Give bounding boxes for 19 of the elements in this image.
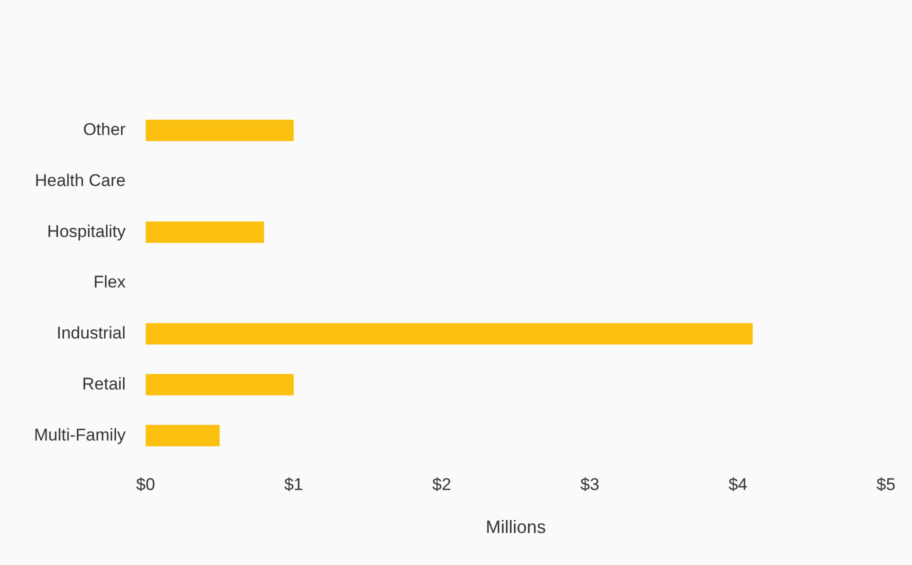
x-tick-label: $4: [728, 474, 748, 494]
y-tick-label: Flex: [93, 272, 126, 292]
x-tick-label: $5: [876, 474, 896, 494]
bar: [146, 323, 753, 345]
bar: [146, 424, 220, 446]
x-tick-label: $0: [136, 474, 156, 494]
bar: [146, 120, 294, 142]
y-tick-label: Hospitality: [47, 222, 126, 241]
x-tick-label: $3: [580, 474, 600, 494]
y-tick-label: Industrial: [56, 324, 126, 343]
y-tick-label: Other: [83, 120, 126, 140]
x-tick-label: $1: [284, 474, 304, 494]
x-axis-title: Millions: [486, 517, 546, 538]
y-tick-label: Multi-Family: [34, 425, 126, 444]
y-tick-label: Health Care: [34, 170, 126, 190]
x-tick-label: $2: [432, 474, 452, 494]
bar: [146, 374, 294, 396]
y-tick-label: Retail: [82, 374, 126, 394]
bar: [146, 221, 264, 243]
